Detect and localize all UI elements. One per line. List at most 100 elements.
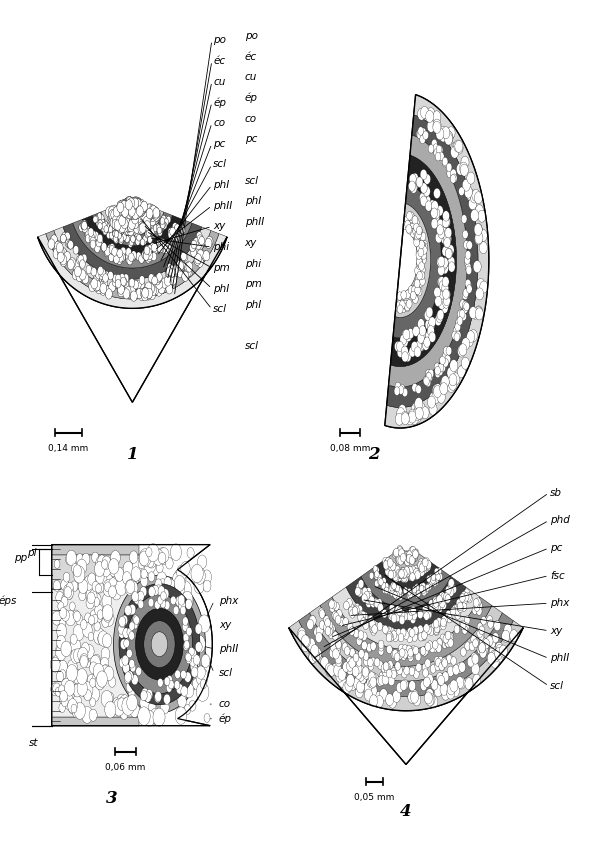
Circle shape [478, 210, 486, 222]
Circle shape [393, 592, 398, 599]
Circle shape [99, 285, 107, 295]
Circle shape [110, 209, 117, 220]
Circle shape [133, 223, 140, 234]
Circle shape [97, 214, 102, 221]
Circle shape [147, 236, 152, 243]
Circle shape [82, 682, 93, 699]
Circle shape [439, 291, 446, 301]
Circle shape [465, 677, 473, 689]
Circle shape [432, 640, 438, 649]
Circle shape [144, 247, 150, 254]
Circle shape [394, 593, 399, 599]
Circle shape [405, 331, 412, 342]
Circle shape [440, 363, 446, 372]
Circle shape [314, 648, 322, 660]
Circle shape [470, 642, 475, 650]
Circle shape [442, 640, 448, 649]
Circle shape [125, 214, 132, 224]
Circle shape [184, 683, 194, 698]
Circle shape [398, 552, 404, 561]
Circle shape [132, 202, 139, 212]
Circle shape [448, 632, 454, 641]
Circle shape [457, 345, 465, 357]
Circle shape [121, 205, 128, 215]
Circle shape [110, 217, 117, 227]
Circle shape [135, 201, 142, 211]
Text: phII: phII [219, 644, 238, 654]
Circle shape [193, 238, 199, 247]
Circle shape [423, 376, 429, 385]
Circle shape [330, 641, 337, 651]
Circle shape [387, 586, 392, 593]
Circle shape [195, 253, 202, 264]
Circle shape [419, 247, 425, 256]
Circle shape [450, 175, 456, 183]
Circle shape [114, 567, 124, 581]
Circle shape [69, 258, 76, 268]
Circle shape [440, 618, 446, 627]
Circle shape [119, 200, 126, 210]
Circle shape [77, 255, 82, 264]
Circle shape [118, 253, 124, 262]
Circle shape [329, 625, 335, 633]
Circle shape [423, 606, 428, 614]
Circle shape [63, 694, 74, 709]
Circle shape [127, 199, 133, 209]
Circle shape [417, 589, 421, 596]
Circle shape [416, 177, 423, 187]
Circle shape [407, 220, 413, 228]
Circle shape [457, 310, 463, 318]
Circle shape [178, 695, 186, 708]
Circle shape [344, 647, 350, 655]
Circle shape [424, 309, 431, 319]
Circle shape [446, 687, 455, 699]
Circle shape [80, 654, 88, 667]
Circle shape [349, 627, 354, 636]
Circle shape [449, 374, 457, 386]
Circle shape [133, 214, 140, 224]
Circle shape [456, 599, 462, 607]
Circle shape [447, 170, 452, 178]
Circle shape [113, 235, 118, 242]
Circle shape [62, 610, 69, 621]
Circle shape [443, 347, 449, 356]
Circle shape [95, 604, 103, 617]
Circle shape [466, 266, 472, 274]
Circle shape [437, 595, 442, 604]
Circle shape [126, 201, 133, 211]
Circle shape [128, 219, 135, 229]
Circle shape [123, 565, 135, 582]
Circle shape [439, 599, 445, 608]
Circle shape [442, 264, 448, 274]
Circle shape [440, 378, 448, 390]
Circle shape [121, 222, 128, 233]
Circle shape [443, 635, 449, 644]
Circle shape [413, 567, 418, 576]
Circle shape [431, 208, 438, 218]
Circle shape [422, 240, 428, 249]
Circle shape [129, 221, 136, 231]
Circle shape [136, 252, 141, 260]
Circle shape [375, 580, 379, 587]
Circle shape [364, 657, 369, 666]
Circle shape [338, 669, 346, 681]
Circle shape [459, 593, 465, 602]
Circle shape [428, 325, 434, 336]
Circle shape [101, 690, 113, 708]
Circle shape [383, 662, 389, 670]
Circle shape [123, 216, 130, 226]
Circle shape [132, 675, 138, 685]
Circle shape [419, 564, 425, 573]
Circle shape [422, 332, 429, 343]
Circle shape [163, 222, 167, 229]
Circle shape [62, 232, 68, 240]
Circle shape [413, 223, 418, 232]
Circle shape [401, 304, 406, 313]
Circle shape [132, 205, 139, 215]
Circle shape [421, 407, 429, 419]
Circle shape [417, 625, 423, 634]
Circle shape [410, 554, 416, 563]
Circle shape [361, 618, 366, 626]
Circle shape [314, 627, 321, 638]
Text: phi: phi [245, 259, 261, 268]
